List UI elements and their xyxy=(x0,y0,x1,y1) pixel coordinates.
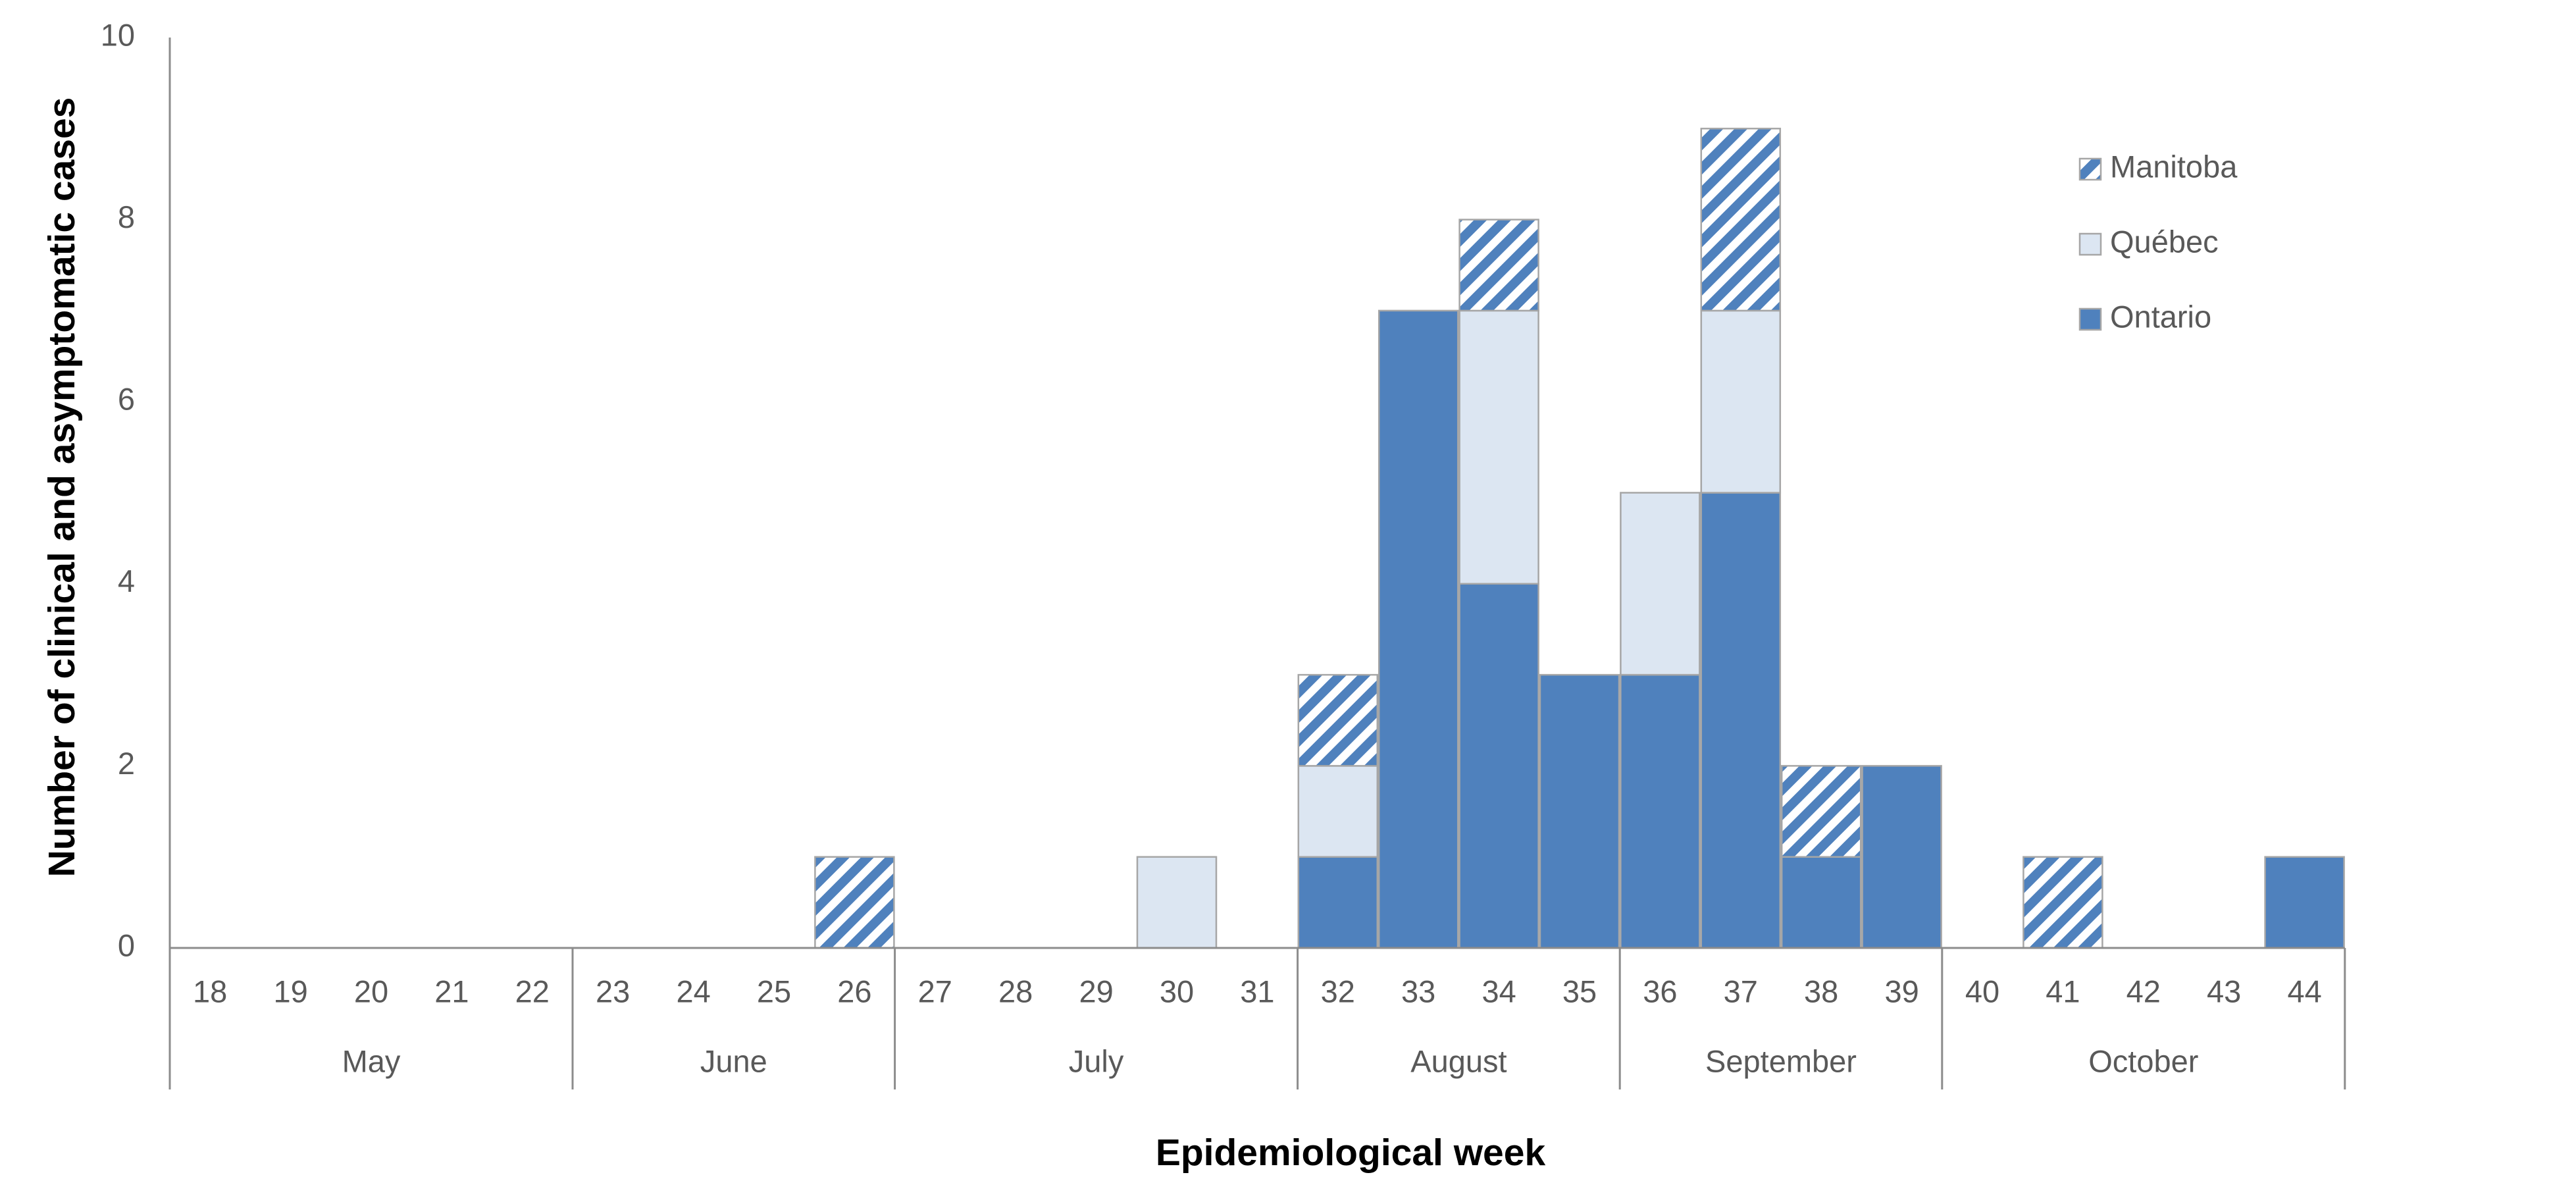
bar-manitoba-week-34 xyxy=(1458,219,1539,312)
bar-ontario-week-44 xyxy=(2264,856,2345,949)
month-label-october: October xyxy=(2088,1043,2198,1078)
legend-swatch-manitoba xyxy=(2078,157,2102,181)
month-label-august: August xyxy=(1410,1043,1507,1078)
x-tick-label-27: 27 xyxy=(918,974,952,1009)
x-tick-label-40: 40 xyxy=(1965,974,1999,1009)
x-tick-label-24: 24 xyxy=(676,974,710,1009)
bar-ontario-week-37 xyxy=(1700,492,1782,949)
x-tick-label-42: 42 xyxy=(2126,974,2161,1009)
x-tick-label-21: 21 xyxy=(434,974,469,1009)
x-tick-label-38: 38 xyxy=(1804,974,1838,1009)
legend-label-qubec: Québec xyxy=(2110,224,2219,259)
axes-layer xyxy=(168,38,2346,1089)
bar-ontario-week-32 xyxy=(1297,856,1379,949)
legend-swatch-ontario xyxy=(2078,307,2102,331)
x-tick-label-44: 44 xyxy=(2287,974,2321,1009)
bar-ontario-week-38 xyxy=(1780,856,1862,949)
bar-ontario-week-33 xyxy=(1378,309,1459,949)
bar-ontario-week-39 xyxy=(1861,765,1942,949)
x-tick-label-36: 36 xyxy=(1643,974,1677,1009)
bar-ontario-week-34 xyxy=(1458,583,1539,949)
y-tick-label-2: 2 xyxy=(118,746,135,781)
x-tick-label-28: 28 xyxy=(998,974,1033,1009)
bar-qubec-week-37 xyxy=(1700,309,1782,494)
legend: Manitoba Québec Ontario xyxy=(2078,149,2238,334)
x-tick-label-18: 18 xyxy=(193,974,227,1009)
bar-manitoba-week-38 xyxy=(1780,765,1862,858)
bar-qubec-week-30 xyxy=(1136,856,1218,949)
x-tick-label-39: 39 xyxy=(1884,974,1919,1009)
y-tick-label-0: 0 xyxy=(118,928,135,962)
x-tick-label-22: 22 xyxy=(515,974,550,1009)
bar-manitoba-week-41 xyxy=(2022,856,2103,949)
bar-ontario-week-36 xyxy=(1620,673,1701,949)
x-tick-label-41: 41 xyxy=(2046,974,2080,1009)
x-tick-label-32: 32 xyxy=(1321,974,1355,1009)
x-tick-label-19: 19 xyxy=(273,974,307,1009)
bar-manitoba-week-32 xyxy=(1297,673,1379,767)
y-tick-label-10: 10 xyxy=(101,17,135,52)
x-tick-label-25: 25 xyxy=(757,974,791,1009)
month-label-june: June xyxy=(700,1043,767,1078)
legend-label-manitoba: Manitoba xyxy=(2110,149,2238,184)
x-tick-label-33: 33 xyxy=(1401,974,1435,1009)
x-tick-label-29: 29 xyxy=(1079,974,1113,1009)
x-tick-label-26: 26 xyxy=(837,974,871,1009)
month-label-july: July xyxy=(1069,1043,1124,1078)
x-tick-label-20: 20 xyxy=(354,974,388,1009)
x-axis-title: Epidemiological week xyxy=(1156,1132,1546,1174)
bars-layer xyxy=(814,128,2345,949)
x-tick-label-37: 37 xyxy=(1724,974,1758,1009)
y-tick-label-6: 6 xyxy=(118,382,135,417)
x-tick-label-34: 34 xyxy=(1481,974,1516,1009)
y-tick-label-4: 4 xyxy=(118,563,135,598)
x-tick-label-35: 35 xyxy=(1562,974,1597,1009)
y-tick-label-8: 8 xyxy=(118,199,135,234)
bar-manitoba-week-37 xyxy=(1700,128,1782,312)
month-label-september: September xyxy=(1705,1043,1857,1078)
x-tick-label-31: 31 xyxy=(1240,974,1274,1009)
x-tick-label-30: 30 xyxy=(1160,974,1194,1009)
x-tick-label-43: 43 xyxy=(2207,974,2241,1009)
bar-qubec-week-32 xyxy=(1297,765,1379,858)
y-axis-title: Number of clinical and asymptomatic case… xyxy=(41,97,83,878)
legend-swatch-qubec xyxy=(2078,232,2102,256)
bar-manitoba-week-26 xyxy=(814,856,895,949)
bar-qubec-week-34 xyxy=(1458,309,1539,585)
month-label-may: May xyxy=(342,1043,401,1078)
legend-label-ontario: Ontario xyxy=(2110,299,2211,334)
bar-qubec-week-36 xyxy=(1620,492,1701,676)
bar-ontario-week-35 xyxy=(1539,673,1620,949)
x-tick-label-23: 23 xyxy=(596,974,630,1009)
